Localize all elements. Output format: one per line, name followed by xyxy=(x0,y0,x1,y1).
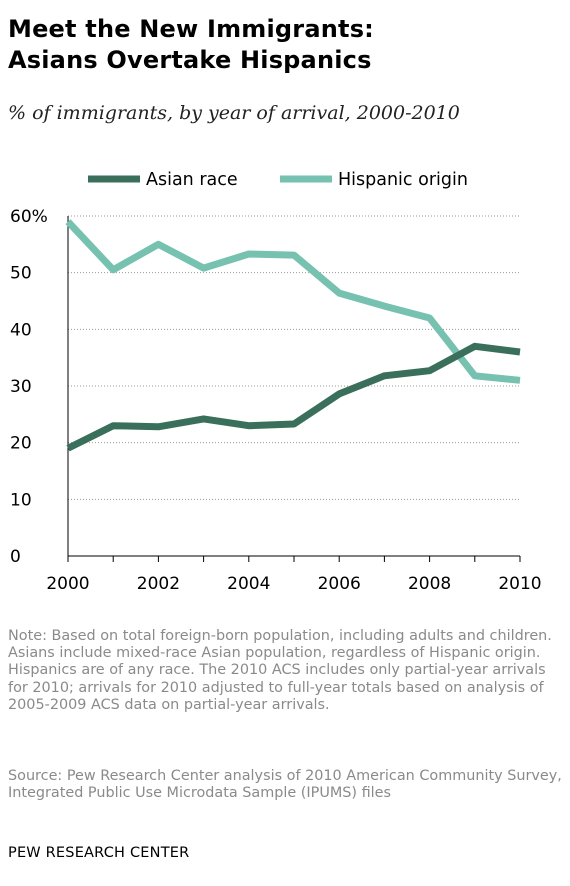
chart-note: Note: Based on total foreign-born popula… xyxy=(8,628,552,713)
x-tick-label-2004: 2004 xyxy=(227,574,270,594)
y-tick-label-30: 30 xyxy=(10,377,32,397)
y-tick-label-40: 40 xyxy=(10,320,32,340)
organization-credit: PEW RESEARCH CENTER xyxy=(8,845,190,861)
y-axis-tick-labels: 0 10 20 30 40 50 60% xyxy=(10,207,48,567)
legend-label-asian-race: Asian race xyxy=(146,170,238,190)
gridlines xyxy=(68,215,520,500)
legend-label-hispanic-origin: Hispanic origin xyxy=(338,170,468,190)
axes xyxy=(67,216,521,562)
y-tick-label-10: 10 xyxy=(10,490,32,510)
legend: Asian race Hispanic origin xyxy=(88,170,468,190)
y-tick-label-0: 0 xyxy=(10,547,21,567)
x-axis-tick-labels: 2000 2002 2004 2006 2008 2010 xyxy=(46,574,541,594)
title-line-2: Asians Overtake Hispanics xyxy=(8,46,372,74)
y-tick-label-60-: 60% xyxy=(10,207,48,227)
y-tick-label-20: 20 xyxy=(10,434,32,454)
line-chart: Asian race Hispanic origin 0 10 20 30 40 50 60%… xyxy=(10,170,542,594)
x-tick-label-2006: 2006 xyxy=(318,574,361,594)
x-tick-label-2002: 2002 xyxy=(137,574,180,594)
x-tick-label-2008: 2008 xyxy=(408,574,451,594)
series-line-hispanic-origin xyxy=(65,219,521,384)
x-tick-label-2000: 2000 xyxy=(46,574,89,594)
chart-source: Source: Pew Research Center analysis of … xyxy=(8,768,562,802)
series-lines xyxy=(65,219,521,452)
chart-title: Meet the New Immigrants: Asians Overtake… xyxy=(8,14,563,76)
x-tick-label-2010: 2010 xyxy=(498,574,541,594)
series-line-asian-race xyxy=(66,342,521,452)
chart-subtitle: % of immigrants, by year of arrival, 200… xyxy=(8,102,460,124)
title-line-1: Meet the New Immigrants: xyxy=(8,15,374,43)
y-tick-label-50: 50 xyxy=(10,264,32,284)
